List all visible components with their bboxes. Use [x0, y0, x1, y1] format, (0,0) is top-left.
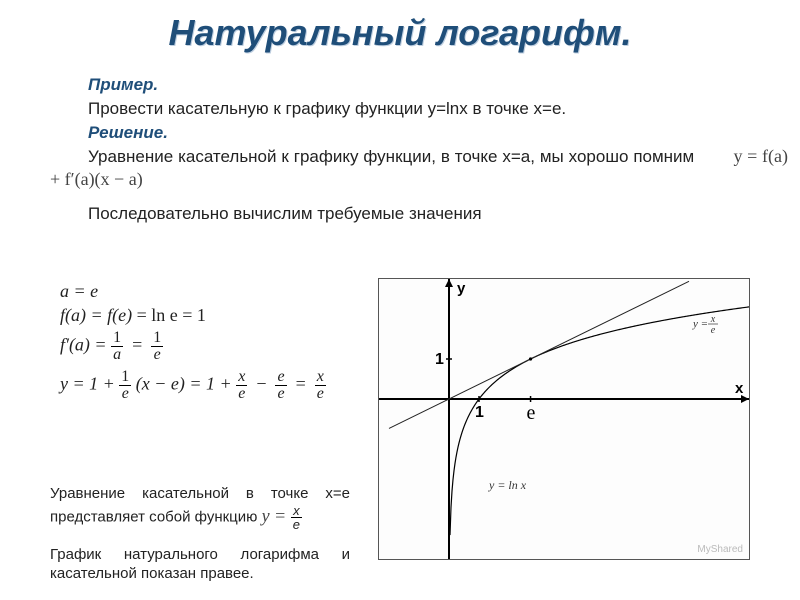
equations-block: a = e f(a) = f(e) = ln e = 1 f′(a) = 1a … — [60, 282, 326, 408]
chart-svg: 11eyxy =xey = ln x — [379, 279, 749, 559]
body-text: Пример. Провести касательную к графику ф… — [50, 74, 750, 227]
eq-f: f(a) = f(e) = ln e = 1 — [60, 306, 326, 324]
svg-text:1: 1 — [435, 351, 444, 368]
eq-a: a = e — [60, 282, 326, 300]
eq-fprime: f′(a) = 1a = 1e — [60, 330, 326, 363]
watermark: MyShared — [697, 544, 743, 555]
eq-y: y = 1 + 1e (x − e) = 1 + xe − ee = xe — [60, 369, 326, 402]
svg-text:e: e — [527, 402, 536, 424]
svg-text:x: x — [710, 314, 716, 325]
problem-text: Провести касательную к графику функции y… — [50, 98, 750, 120]
page-title: Натуральный логарифм. — [40, 12, 760, 54]
example-label: Пример. — [88, 75, 158, 94]
svg-text:y = ln x: y = ln x — [488, 478, 527, 492]
svg-text:x: x — [735, 380, 744, 397]
sequence-text: Последовательно вычислим требуемые значе… — [50, 203, 750, 225]
solution-label: Решение. — [88, 123, 168, 142]
svg-text:e: e — [711, 325, 716, 336]
svg-text:y =: y = — [692, 318, 708, 330]
svg-text:y: y — [457, 280, 466, 297]
bottom-text: Уравнение касательной в точке x=e предст… — [50, 470, 350, 598]
solution-intro: Уравнение касательной к графику функции,… — [50, 145, 788, 191]
svg-text:1: 1 — [475, 404, 484, 421]
chart-panel: 11eyxy =xey = ln x MyShared — [378, 278, 750, 560]
